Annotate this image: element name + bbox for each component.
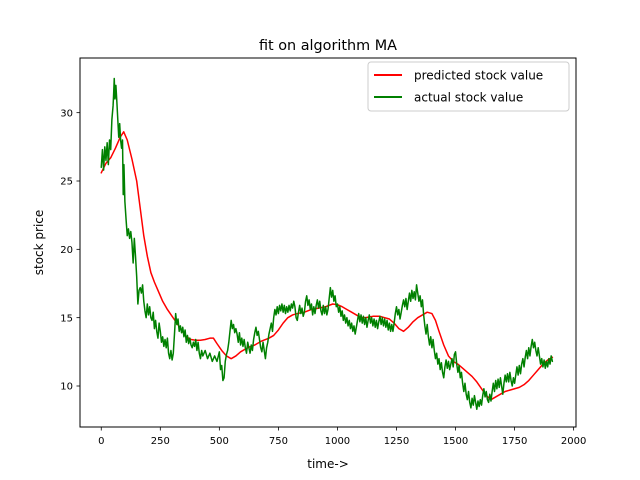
x-tick-label: 1000 [325,436,350,447]
x-tick-label: 0 [98,436,104,447]
x-tick-label: 1750 [502,436,527,447]
x-tick-label: 2000 [561,436,586,447]
legend-box [367,61,570,112]
y-axis: 10 15 20 25 30 [60,108,80,393]
x-tick-label: 1250 [384,436,409,447]
legend-label-actual: actual stock value [414,91,523,105]
chart-title: fit on algorithm MA [259,38,397,54]
y-tick-label: 30 [60,108,73,119]
legend-label-predicted: predicted stock value [414,69,543,83]
x-axis: 0 250 500 750 1000 1250 1500 1750 2000 [98,427,586,447]
series-line-actual [100,77,554,410]
y-axis-label: stock price [32,210,46,276]
x-tick-label: 250 [151,436,170,447]
y-tick-label: 25 [60,177,73,188]
x-tick-label: 750 [269,436,288,447]
y-tick-label: 15 [60,313,73,324]
x-axis-label: time-> [307,457,349,471]
x-tick-label: 1500 [443,436,468,447]
axes-frame [79,57,577,428]
x-tick-label: 500 [210,436,229,447]
legend: predicted stock value actual stock value [367,61,570,112]
y-tick-label: 10 [60,382,73,393]
plot-lines [100,77,554,410]
y-tick-label: 20 [60,245,73,256]
